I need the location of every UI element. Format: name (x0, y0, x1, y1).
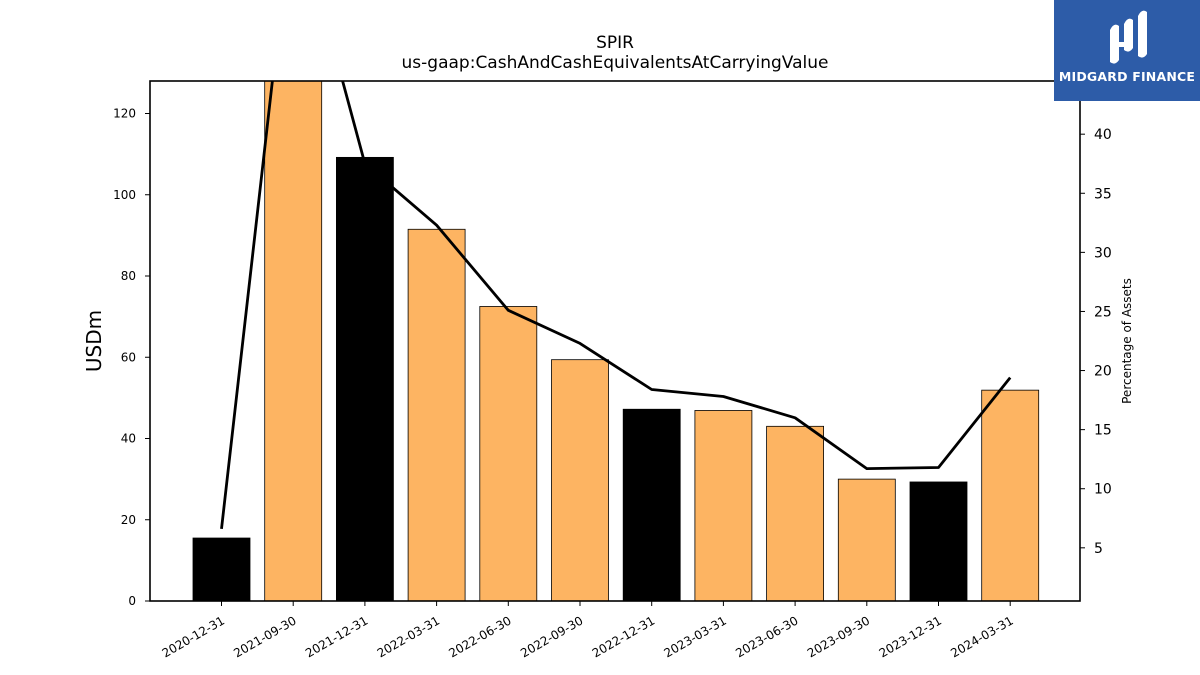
y-tick-label: 20 (121, 513, 136, 527)
x-tick-label: 2022-06-30 (446, 613, 513, 660)
x-tick-label: 2023-06-30 (733, 613, 800, 660)
y-tick-label: 100 (113, 188, 136, 202)
bar-2023-09-30 (837, 478, 896, 601)
y-right-tick-label: 25 (1094, 304, 1112, 320)
logo-text: MIDGARD FINANCE (1058, 69, 1196, 84)
y-axis-label-left: USDm (82, 310, 106, 372)
x-tick-label: 2024-03-31 (948, 613, 1015, 660)
bar-2021-12-31 (335, 156, 394, 601)
y-right-tick-label: 5 (1094, 541, 1103, 557)
bar-2023-12-31 (909, 481, 968, 601)
y-right-tick-label: 15 (1094, 423, 1112, 439)
x-tick-label: 2020-12-31 (160, 613, 227, 660)
bar-2023-03-31 (694, 410, 753, 601)
x-tick-label: 2022-12-31 (590, 613, 657, 660)
chart-subtitle: us-gaap:CashAndCashEquivalentsAtCarrying… (402, 53, 829, 73)
y-tick-label: 80 (121, 269, 136, 283)
bar-2022-12-31 (622, 408, 681, 601)
y-tick-label: 60 (121, 350, 136, 364)
y-right-tick-label: 10 (1094, 482, 1112, 498)
x-tick-label: 2022-09-30 (518, 613, 585, 660)
bar-2022-06-30 (479, 306, 538, 601)
line-group (220, 81, 1012, 530)
bar-2024-03-31 (981, 389, 1040, 601)
bars-group (192, 81, 1040, 601)
chart-title: SPIR (596, 33, 634, 53)
plot-frame (149, 80, 1081, 602)
brand-logo: MIDGARD FINANCE (1054, 0, 1200, 101)
y-right-tick-label: 20 (1094, 364, 1112, 380)
bar-2023-06-30 (766, 425, 824, 601)
y-axis-label-right: Percentage of Assets (1120, 278, 1134, 404)
y-tick-label: 40 (121, 432, 136, 446)
x-axis: 2020-12-31 2021-09-30 2021-12-31 2022-03-31… (160, 601, 1016, 660)
y-axis-left: 0 20 40 60 80 100 120 (113, 107, 150, 608)
x-tick-label: 2021-12-31 (303, 613, 370, 660)
logo-mark-icon (1110, 10, 1147, 64)
bar-2020-12-31 (192, 537, 251, 601)
percentage-line (220, 81, 1012, 530)
bar-2022-09-30 (551, 359, 609, 601)
y-axis-right: 5 10 15 20 25 30 35 40 (1080, 127, 1112, 557)
x-tick-label: 2023-09-30 (805, 613, 872, 660)
y-right-tick-label: 35 (1094, 186, 1112, 202)
y-right-tick-label: 30 (1094, 245, 1112, 261)
bar-2021-09-30 (264, 81, 323, 601)
y-right-tick-label: 40 (1094, 127, 1112, 143)
x-tick-label: 2023-12-31 (877, 613, 944, 660)
bar-2022-03-31 (407, 228, 466, 601)
x-tick-label: 2022-03-31 (375, 613, 442, 660)
y-tick-label: 120 (113, 107, 136, 121)
x-tick-label: 2021-09-30 (231, 613, 298, 660)
y-tick-label: 0 (128, 594, 136, 608)
x-tick-label: 2023-03-31 (661, 613, 728, 660)
